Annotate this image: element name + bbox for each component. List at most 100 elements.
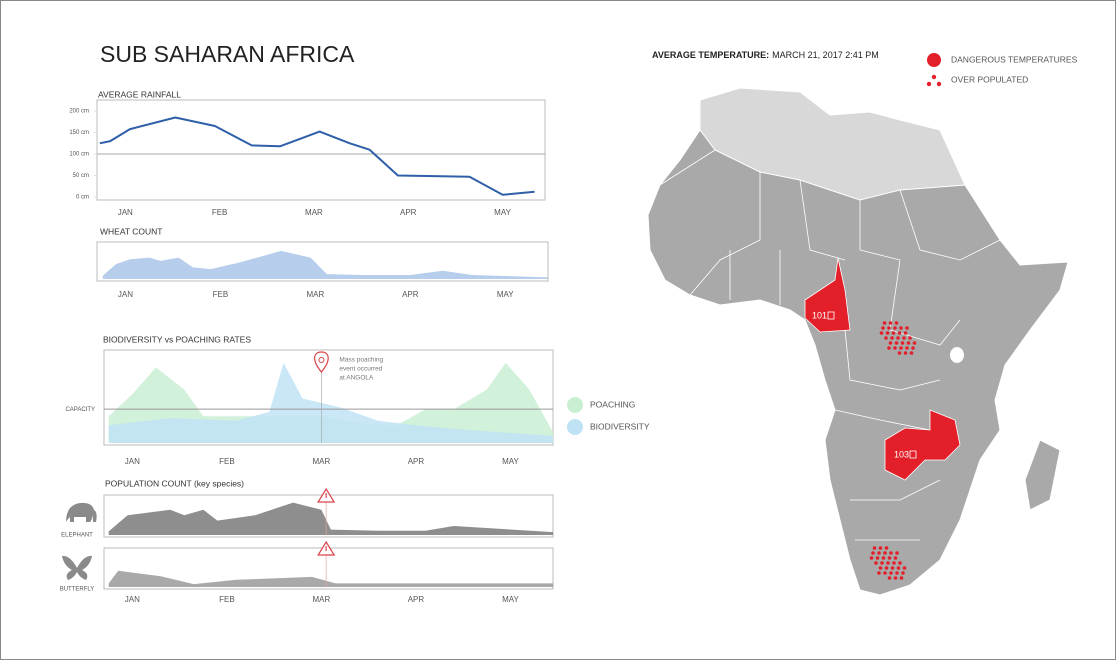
dot [877, 551, 881, 555]
legend-label: BIODIVERSITY [590, 421, 650, 431]
plot-box [96, 99, 546, 201]
dot [903, 331, 908, 335]
map-title: AVERAGE TEMPERATURE: [652, 50, 769, 60]
dot [895, 551, 899, 555]
legend-dots [926, 74, 942, 87]
x-tick-label: FEB [219, 457, 235, 466]
elephant-icon [66, 502, 97, 522]
legend-label: DANGEROUS TEMPERATURES [951, 54, 1078, 64]
dot [890, 566, 895, 570]
dot [889, 571, 893, 575]
area [108, 362, 553, 443]
dot [888, 321, 893, 325]
dot [878, 566, 883, 570]
x-tick-label: MAR [306, 290, 324, 299]
x-tick-label: APR [408, 595, 425, 604]
dot [875, 556, 880, 560]
dot [912, 341, 917, 345]
dot [892, 561, 896, 565]
area [102, 250, 548, 279]
legend-swatch [927, 53, 941, 67]
legend-label: POACHING [590, 399, 635, 409]
dot [885, 331, 890, 335]
dot [884, 546, 889, 550]
annotation-text: event occurred [339, 366, 382, 373]
dot [897, 331, 902, 335]
dot [883, 571, 887, 575]
chart-title: POPULATION COUNT (key species) [105, 478, 244, 488]
x-tick-label: MAY [502, 595, 519, 604]
africa-map: 101 103 [647, 87, 1069, 596]
dot [887, 346, 891, 350]
area [108, 502, 553, 535]
dot [880, 561, 884, 565]
y-tick-label: 0 cm [76, 195, 89, 201]
dot [889, 551, 893, 555]
x-tick-label: MAR [305, 208, 323, 217]
x-tick-label: APR [400, 208, 417, 217]
population-dots [869, 321, 917, 580]
area [108, 570, 553, 587]
dot [887, 326, 891, 330]
dot [869, 556, 874, 560]
pin-dot [318, 357, 325, 363]
x-tick-label: JAN [118, 290, 133, 299]
x-tick-label: JAN [125, 595, 140, 604]
dot [895, 571, 899, 575]
dot [891, 331, 896, 335]
x-tick-label: APR [408, 457, 425, 466]
dot [883, 551, 887, 555]
dot [881, 556, 886, 560]
region-label: 103 [894, 449, 909, 459]
x-tick-label: FEB [212, 208, 228, 217]
dot [911, 346, 915, 350]
dot [898, 561, 902, 565]
dot [896, 566, 901, 570]
rain-line [99, 116, 535, 196]
dot [905, 346, 909, 350]
x-tick-label: MAY [494, 208, 511, 217]
dot [901, 571, 905, 575]
dot [894, 321, 899, 325]
dot [890, 336, 894, 340]
dot [899, 576, 904, 580]
y-tick-label: 150 cm [69, 130, 89, 136]
species-label: ELEPHANT [61, 533, 93, 539]
dot [902, 566, 907, 570]
x-tick-label: APR [402, 290, 419, 299]
dot [893, 556, 898, 560]
annotation-text: at ANGOLA [339, 375, 374, 382]
dot [900, 341, 905, 345]
x-tick-label: MAR [313, 595, 331, 604]
dot [909, 351, 914, 355]
x-tick-label: MAY [497, 290, 514, 299]
dot [899, 326, 903, 330]
y-tick-label: 100 cm [69, 152, 89, 158]
dot [893, 346, 897, 350]
dot [903, 351, 908, 355]
species-label: BUTTERFLY [60, 587, 95, 593]
dot [905, 326, 909, 330]
y-tick-label: 50 cm [73, 173, 89, 179]
chart-title: BIODIVERSITY vs POACHING RATES [103, 334, 251, 344]
dot [888, 341, 893, 345]
butterfly-icon [62, 555, 92, 580]
dot [884, 566, 889, 570]
page-title: SUB SAHARAN AFRICA [100, 41, 355, 67]
dot [884, 336, 888, 340]
dot [896, 336, 900, 340]
dot [881, 326, 885, 330]
x-tick-label: MAR [313, 457, 331, 466]
map-date: MARCH 21, 2017 2:41 PM [772, 50, 879, 60]
dot [882, 321, 887, 325]
chart-title: AVERAGE RAINFALL [98, 89, 181, 99]
x-tick-label: JAN [118, 208, 133, 217]
dot [894, 341, 899, 345]
dot [902, 336, 906, 340]
map-heading: AVERAGE TEMPERATURE: MARCH 21, 2017 2:41 … [652, 50, 879, 60]
region-label: 101 [812, 310, 827, 320]
dot [877, 571, 881, 575]
dot [906, 341, 911, 345]
dot [871, 551, 875, 555]
